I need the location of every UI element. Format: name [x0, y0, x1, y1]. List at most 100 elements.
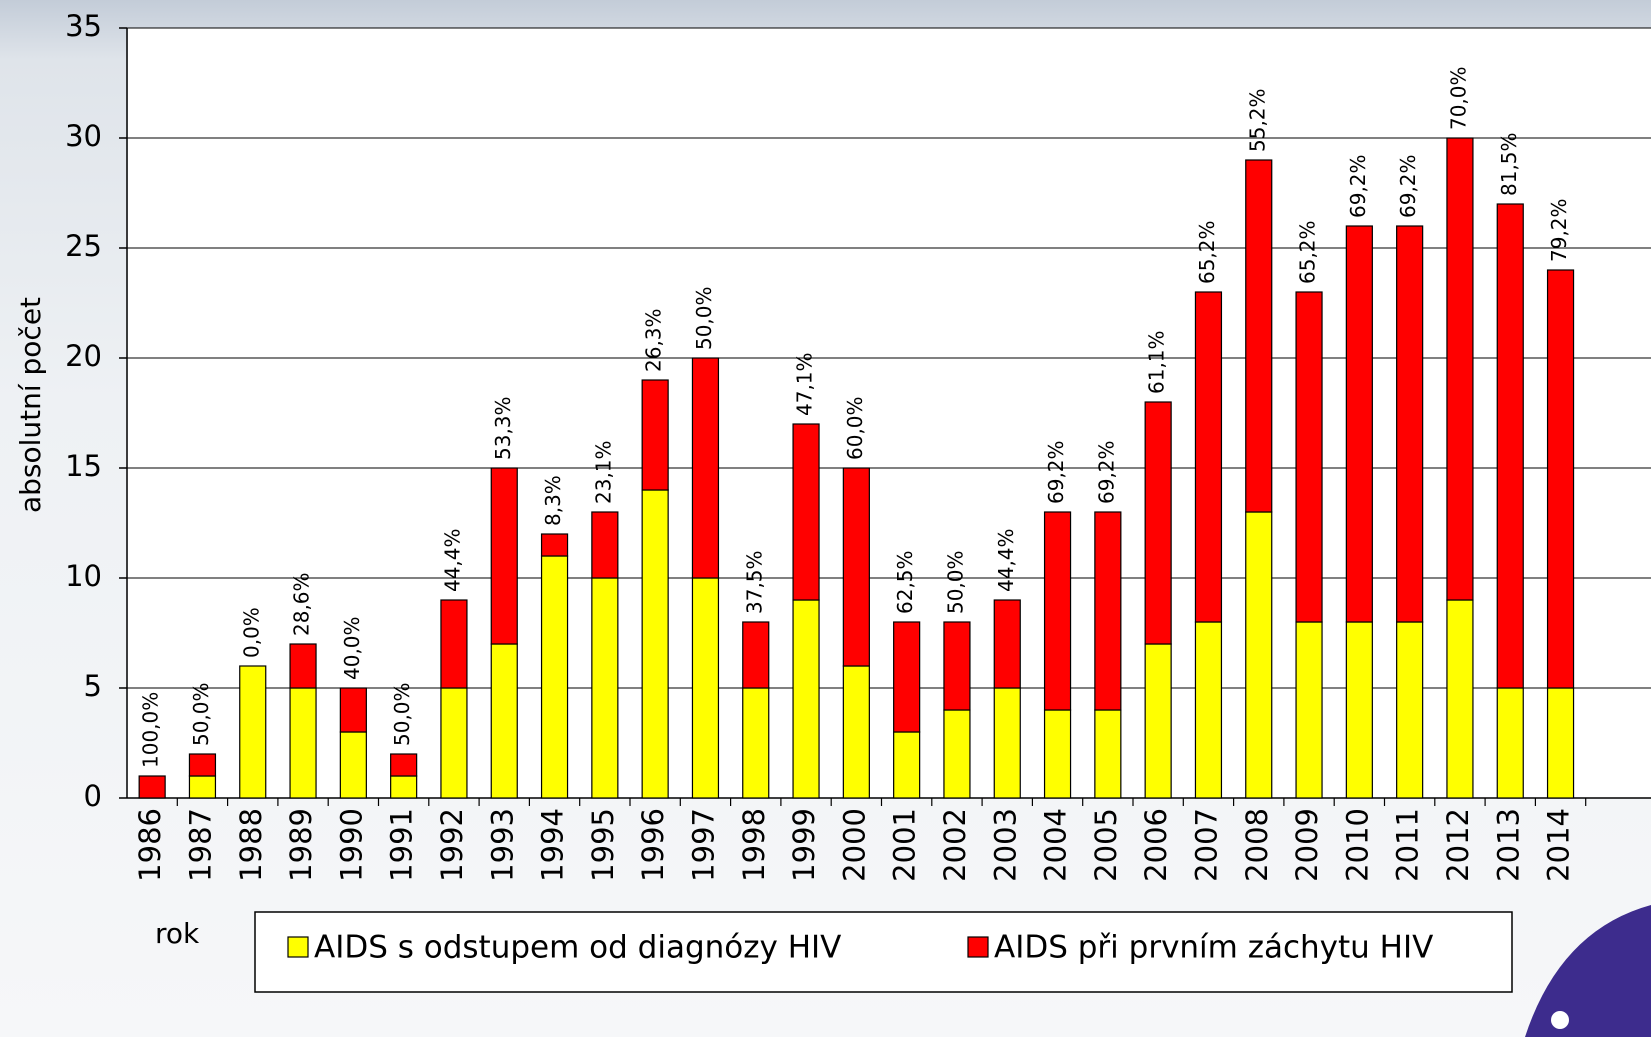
legend-label: AIDS při prvním záchytu HIV — [994, 930, 1433, 966]
bar-segment — [540, 533, 569, 557]
x-tick-label: 2001 — [888, 808, 922, 882]
bar-segment — [1245, 511, 1273, 799]
bar-annotation: 0,0% — [239, 607, 263, 658]
bar-segment — [1446, 599, 1474, 799]
bar-annotation: 26,3% — [642, 308, 666, 372]
bar-segment — [1245, 159, 1273, 513]
bar-segment — [842, 467, 870, 667]
bar-segment — [591, 577, 619, 799]
legend-box — [254, 911, 1513, 993]
bar-segment — [742, 687, 770, 799]
logo — [1525, 905, 1651, 1037]
x-tick-label: 2004 — [1039, 808, 1073, 882]
bar-segment — [490, 643, 518, 799]
bar-segment — [440, 687, 468, 799]
bar-segment — [1546, 687, 1575, 799]
x-axis-label: rok — [155, 917, 200, 950]
bar-segment — [943, 621, 971, 711]
bar-segment — [943, 709, 971, 799]
bar-segment — [188, 753, 217, 777]
bar-segment — [691, 357, 720, 579]
bar-segment — [1094, 709, 1122, 799]
bar-annotation: 69,2% — [1396, 154, 1420, 218]
bar-segment — [1546, 269, 1575, 689]
bar-annotation: 53,3% — [491, 396, 515, 460]
bar-annotation: 62,5% — [893, 550, 917, 614]
bar-annotation: 81,5% — [1497, 132, 1521, 196]
bar-segment — [893, 731, 921, 799]
bar-annotation: 37,5% — [742, 550, 766, 614]
bar-annotation: 50,0% — [189, 682, 213, 746]
bar-annotation: 40,0% — [340, 616, 364, 680]
x-tick-label: 2008 — [1240, 808, 1274, 882]
bar-segment — [1043, 709, 1072, 799]
y-tick-label: 15 — [65, 449, 102, 483]
bar-segment — [1496, 687, 1524, 799]
bar-segment — [490, 467, 518, 645]
bar-annotation: 65,2% — [1296, 220, 1320, 284]
x-tick-label: 1998 — [737, 808, 771, 882]
x-tick-label: 1999 — [787, 808, 821, 882]
bar-annotation: 69,2% — [1346, 154, 1370, 218]
x-tick-label: 1993 — [485, 808, 519, 882]
bar-segment — [641, 379, 669, 491]
bar-segment — [1043, 511, 1072, 711]
bar-segment — [540, 555, 569, 799]
bar-segment — [1345, 621, 1373, 799]
bar-annotation: 28,6% — [290, 572, 314, 636]
x-tick-label: 2007 — [1189, 808, 1223, 882]
y-tick-label: 35 — [65, 9, 102, 43]
bar-annotation: 65,2% — [1195, 220, 1219, 284]
y-tick-label: 25 — [65, 229, 102, 263]
bar-segment — [641, 489, 669, 799]
x-tick-label: 2000 — [837, 808, 871, 882]
legend-swatch — [287, 936, 309, 958]
bar-annotation: 47,1% — [793, 352, 817, 416]
x-tick-label: 2002 — [938, 808, 972, 882]
bar-segment — [1144, 401, 1172, 645]
bar-segment — [339, 731, 367, 799]
bar-annotation: 61,1% — [1145, 330, 1169, 394]
x-tick-label: 1991 — [385, 808, 419, 882]
bar-annotation: 100,0% — [139, 692, 163, 768]
bar-segment — [289, 687, 317, 799]
bar-annotation: 69,2% — [1094, 440, 1118, 504]
bar-segment — [239, 665, 267, 799]
bar-segment — [1194, 291, 1223, 623]
y-axis-label: absolutní počet — [14, 297, 47, 513]
bar-annotation: 50,0% — [943, 550, 967, 614]
bar-annotation: 50,0% — [692, 286, 716, 350]
x-tick-label: 2013 — [1491, 808, 1525, 882]
x-tick-label: 1990 — [334, 808, 368, 882]
x-tick-label: 2003 — [988, 808, 1022, 882]
x-tick-label: 1996 — [636, 808, 670, 882]
x-tick-label: 2010 — [1340, 808, 1374, 882]
x-tick-label: 2009 — [1290, 808, 1324, 882]
y-tick-label: 30 — [65, 119, 102, 153]
bar-annotation: 79,2% — [1547, 198, 1571, 262]
bar-annotation: 69,2% — [1044, 440, 1068, 504]
x-tick-label: 2011 — [1391, 808, 1425, 882]
bar-annotation: 55,2% — [1245, 88, 1269, 152]
x-tick-label: 1989 — [284, 808, 318, 882]
bar-annotation: 8,3% — [541, 475, 565, 526]
bar-segment — [792, 599, 820, 799]
bar-segment — [188, 775, 217, 799]
bar-segment — [993, 599, 1021, 689]
y-tick-label: 20 — [65, 339, 102, 373]
x-tick-label: 1986 — [133, 808, 167, 882]
bar-annotation: 70,0% — [1446, 66, 1470, 130]
legend-swatch — [967, 936, 989, 958]
y-tick-label: 0 — [84, 779, 102, 813]
x-tick-label: 2012 — [1441, 808, 1475, 882]
bar-segment — [339, 687, 367, 733]
bar-annotation: 44,4% — [440, 528, 464, 592]
bar-segment — [1194, 621, 1223, 799]
x-tick-label: 1995 — [586, 808, 620, 882]
bar-segment — [893, 621, 921, 733]
bar-segment — [1396, 225, 1424, 623]
bar-annotation: 60,0% — [843, 396, 867, 460]
bar-segment — [1496, 203, 1524, 689]
bar-annotation: 44,4% — [994, 528, 1018, 592]
